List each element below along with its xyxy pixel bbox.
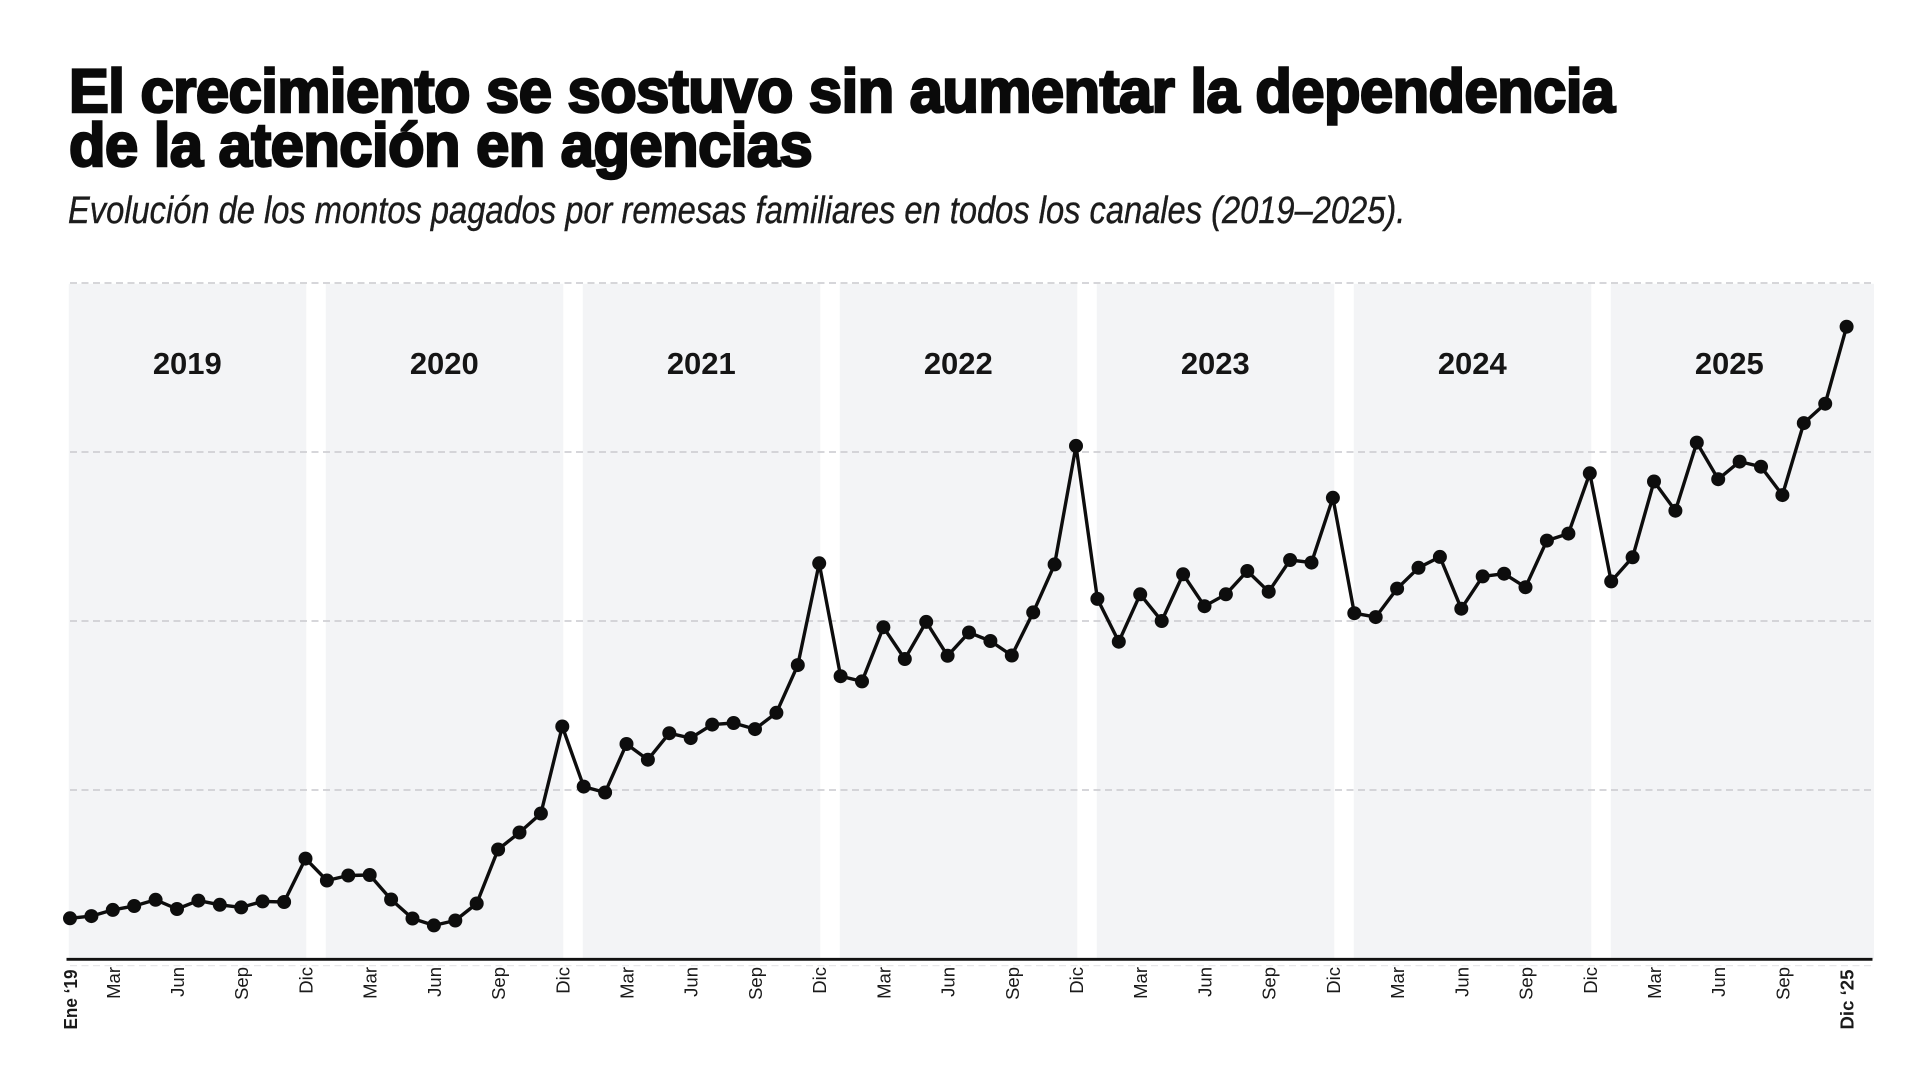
svg-text:2023: 2023 [1181,346,1250,381]
svg-text:Jun: Jun [938,967,959,997]
svg-text:Mar: Mar [103,967,124,999]
svg-text:Jun: Jun [1451,967,1472,997]
svg-text:Sep: Sep [745,967,766,1000]
svg-text:Sep: Sep [1002,967,1023,1000]
svg-text:Mar: Mar [617,967,638,999]
svg-text:Mar: Mar [1130,967,1151,999]
svg-text:Mar: Mar [360,967,381,999]
svg-text:Jun: Jun [681,967,702,997]
svg-text:2022: 2022 [924,346,993,381]
svg-text:Jun: Jun [424,967,445,997]
svg-text:Jun: Jun [1708,967,1729,997]
svg-text:Sep: Sep [1772,967,1793,1000]
svg-text:Jun: Jun [1195,967,1216,997]
svg-text:Sep: Sep [1259,967,1280,1000]
svg-text:Mar: Mar [1387,967,1408,999]
svg-text:Dic: Dic [552,967,573,994]
svg-text:Ene ‘19: Ene ‘19 [60,970,81,1030]
svg-text:Dic ‘25: Dic ‘25 [1837,970,1858,1030]
svg-text:Sep: Sep [488,967,509,1000]
svg-text:Dic: Dic [809,967,830,994]
svg-text:Dic: Dic [296,967,317,994]
svg-text:2019: 2019 [153,346,222,381]
svg-text:2025: 2025 [1695,346,1764,381]
svg-text:Dic: Dic [1323,967,1344,994]
svg-text:Sep: Sep [1516,967,1537,1000]
svg-text:2020: 2020 [410,346,479,381]
svg-text:Jun: Jun [167,967,188,997]
svg-text:Sep: Sep [231,967,252,1000]
svg-text:Mar: Mar [1644,967,1665,999]
svg-text:2024: 2024 [1438,346,1508,381]
svg-text:2021: 2021 [667,346,736,381]
svg-text:Dic: Dic [1066,967,1087,994]
svg-text:Mar: Mar [873,967,894,999]
svg-text:Dic: Dic [1580,967,1601,994]
